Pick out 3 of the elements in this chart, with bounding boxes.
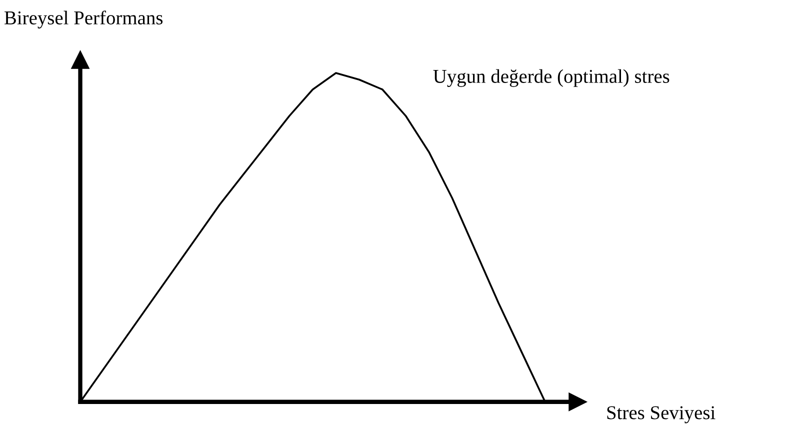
annotation: Uygun değerde (optimal) stres <box>433 69 670 87</box>
y-axis-title: Bireysel Performans <box>4 10 163 28</box>
x-axis-title: Stres Seviyesi <box>607 406 716 424</box>
